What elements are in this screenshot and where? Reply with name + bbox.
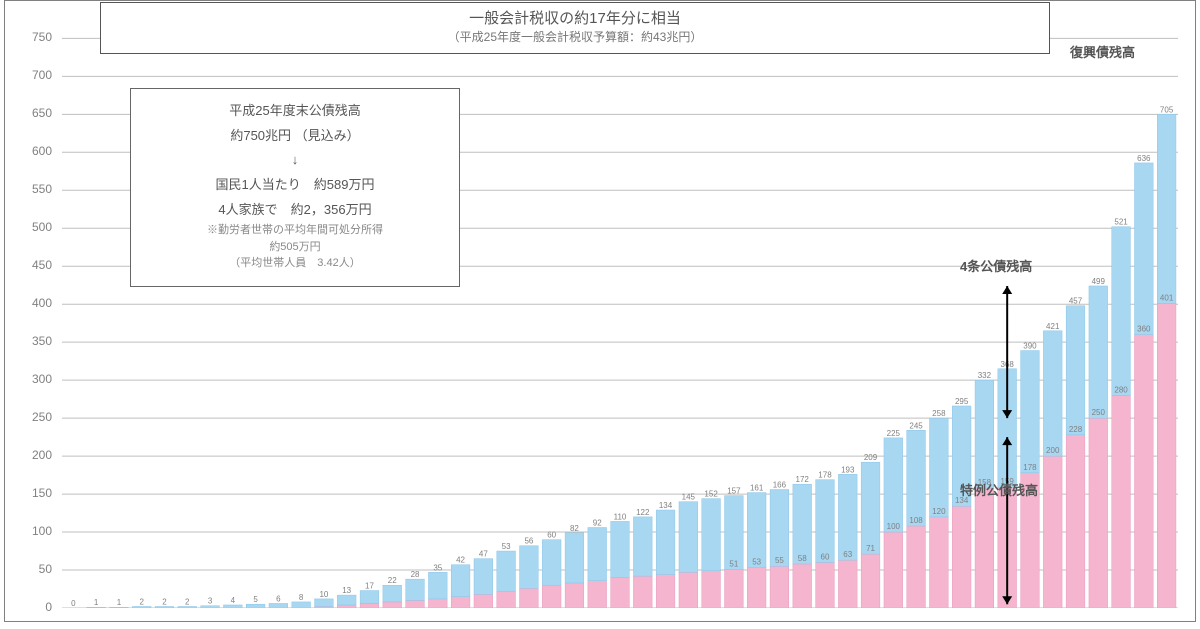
svg-text:55: 55	[775, 556, 784, 565]
svg-text:390: 390	[1023, 342, 1037, 351]
y-tick-label: 550	[12, 182, 52, 196]
svg-text:8: 8	[299, 593, 304, 602]
svg-text:457: 457	[1069, 297, 1083, 306]
svg-text:53: 53	[502, 542, 511, 551]
svg-text:499: 499	[1092, 277, 1106, 286]
svg-text:120: 120	[932, 507, 946, 516]
svg-text:157: 157	[727, 487, 741, 496]
svg-text:228: 228	[1069, 425, 1083, 434]
svg-text:100: 100	[887, 522, 901, 531]
infobox-amount: 約750兆円 （見込み）	[139, 124, 451, 149]
svg-text:421: 421	[1046, 322, 1060, 331]
svg-text:13: 13	[342, 586, 351, 595]
y-tick-label: 400	[12, 296, 52, 310]
svg-text:245: 245	[909, 421, 923, 430]
svg-text:295: 295	[955, 397, 969, 406]
infobox-note1: ※勤労者世帯の平均年間可処分所得	[139, 222, 451, 239]
svg-text:2: 2	[185, 597, 190, 606]
svg-text:110: 110	[614, 512, 627, 521]
infobox-note3: （平均世帯人員 3.42人）	[139, 255, 451, 272]
svg-text:200: 200	[1046, 446, 1060, 455]
region-label-fukko: 復興債残高	[1070, 42, 1135, 61]
infobox-arrow: ↓	[139, 148, 451, 173]
svg-text:193: 193	[841, 465, 855, 474]
y-tick-label: 500	[12, 220, 52, 234]
svg-text:178: 178	[818, 471, 832, 480]
svg-text:225: 225	[887, 429, 901, 438]
svg-text:17: 17	[365, 582, 374, 591]
svg-text:636: 636	[1137, 154, 1151, 163]
svg-text:92: 92	[593, 518, 602, 527]
infobox-perfamily: 4人家族で 約2，356万円	[139, 198, 451, 223]
y-tick-label: 50	[12, 562, 52, 576]
svg-text:122: 122	[636, 508, 650, 517]
svg-text:1: 1	[117, 598, 122, 607]
svg-text:250: 250	[1092, 408, 1106, 417]
svg-text:705: 705	[1160, 105, 1174, 114]
y-tick-label: 100	[12, 524, 52, 538]
region-label-yonjo: 4条公債残高	[960, 256, 1032, 275]
svg-text:1: 1	[94, 598, 99, 607]
svg-text:152: 152	[704, 490, 718, 499]
y-tick-label: 250	[12, 410, 52, 424]
callout-line2: （平成25年度一般会計税収予算額：約43兆円）	[107, 28, 1043, 45]
y-tick-label: 700	[12, 68, 52, 82]
y-tick-label: 350	[12, 334, 52, 348]
svg-text:53: 53	[752, 558, 761, 567]
svg-text:6: 6	[276, 594, 281, 603]
info-box: 平成25年度末公債残高 約750兆円 （見込み） ↓ 国民1人当たり 約589万…	[130, 88, 460, 287]
svg-text:134: 134	[659, 501, 673, 510]
svg-text:172: 172	[796, 475, 810, 484]
svg-text:332: 332	[978, 371, 992, 380]
svg-text:58: 58	[798, 554, 807, 563]
infobox-note2: 約505万円	[139, 239, 451, 256]
callout-box: 一般会計税収の約17年分に相当 （平成25年度一般会計税収予算額：約43兆円）	[100, 2, 1050, 54]
svg-text:71: 71	[866, 544, 875, 553]
svg-text:521: 521	[1114, 218, 1128, 227]
infobox-percapita: 国民1人当たり 約589万円	[139, 173, 451, 198]
svg-text:63: 63	[843, 550, 852, 559]
svg-text:22: 22	[388, 576, 397, 585]
svg-text:10: 10	[319, 590, 328, 599]
svg-text:4: 4	[231, 596, 236, 605]
svg-text:161: 161	[750, 484, 764, 493]
y-tick-label: 600	[12, 144, 52, 158]
svg-text:360: 360	[1137, 325, 1151, 334]
svg-text:82: 82	[570, 524, 579, 533]
svg-text:280: 280	[1114, 385, 1128, 394]
callout-line1: 一般会計税収の約17年分に相当	[107, 7, 1043, 28]
svg-text:0: 0	[71, 599, 76, 608]
y-tick-label: 650	[12, 106, 52, 120]
svg-text:2: 2	[139, 597, 144, 606]
svg-text:401: 401	[1160, 293, 1174, 302]
region-label-tokurei: 特例公債残高	[960, 480, 1038, 499]
svg-text:178: 178	[1023, 463, 1037, 472]
svg-text:209: 209	[864, 453, 878, 462]
y-tick-label: 200	[12, 448, 52, 462]
y-tick-label: 300	[12, 372, 52, 386]
y-tick-label: 150	[12, 486, 52, 500]
svg-text:2: 2	[162, 597, 167, 606]
svg-text:47: 47	[479, 550, 488, 559]
svg-text:28: 28	[411, 570, 420, 579]
svg-text:145: 145	[682, 493, 696, 502]
svg-text:42: 42	[456, 556, 465, 565]
y-tick-label: 0	[12, 600, 52, 614]
svg-text:108: 108	[909, 516, 923, 525]
svg-text:166: 166	[773, 481, 787, 490]
y-tick-label: 750	[12, 30, 52, 44]
svg-text:35: 35	[433, 563, 442, 572]
svg-text:60: 60	[821, 552, 830, 561]
infobox-title: 平成25年度末公債残高	[139, 99, 451, 124]
svg-text:56: 56	[524, 537, 533, 546]
svg-text:3: 3	[208, 597, 213, 606]
svg-text:60: 60	[547, 531, 556, 540]
svg-text:5: 5	[253, 595, 258, 604]
svg-text:51: 51	[729, 559, 738, 568]
svg-text:258: 258	[932, 409, 946, 418]
y-tick-label: 450	[12, 258, 52, 272]
